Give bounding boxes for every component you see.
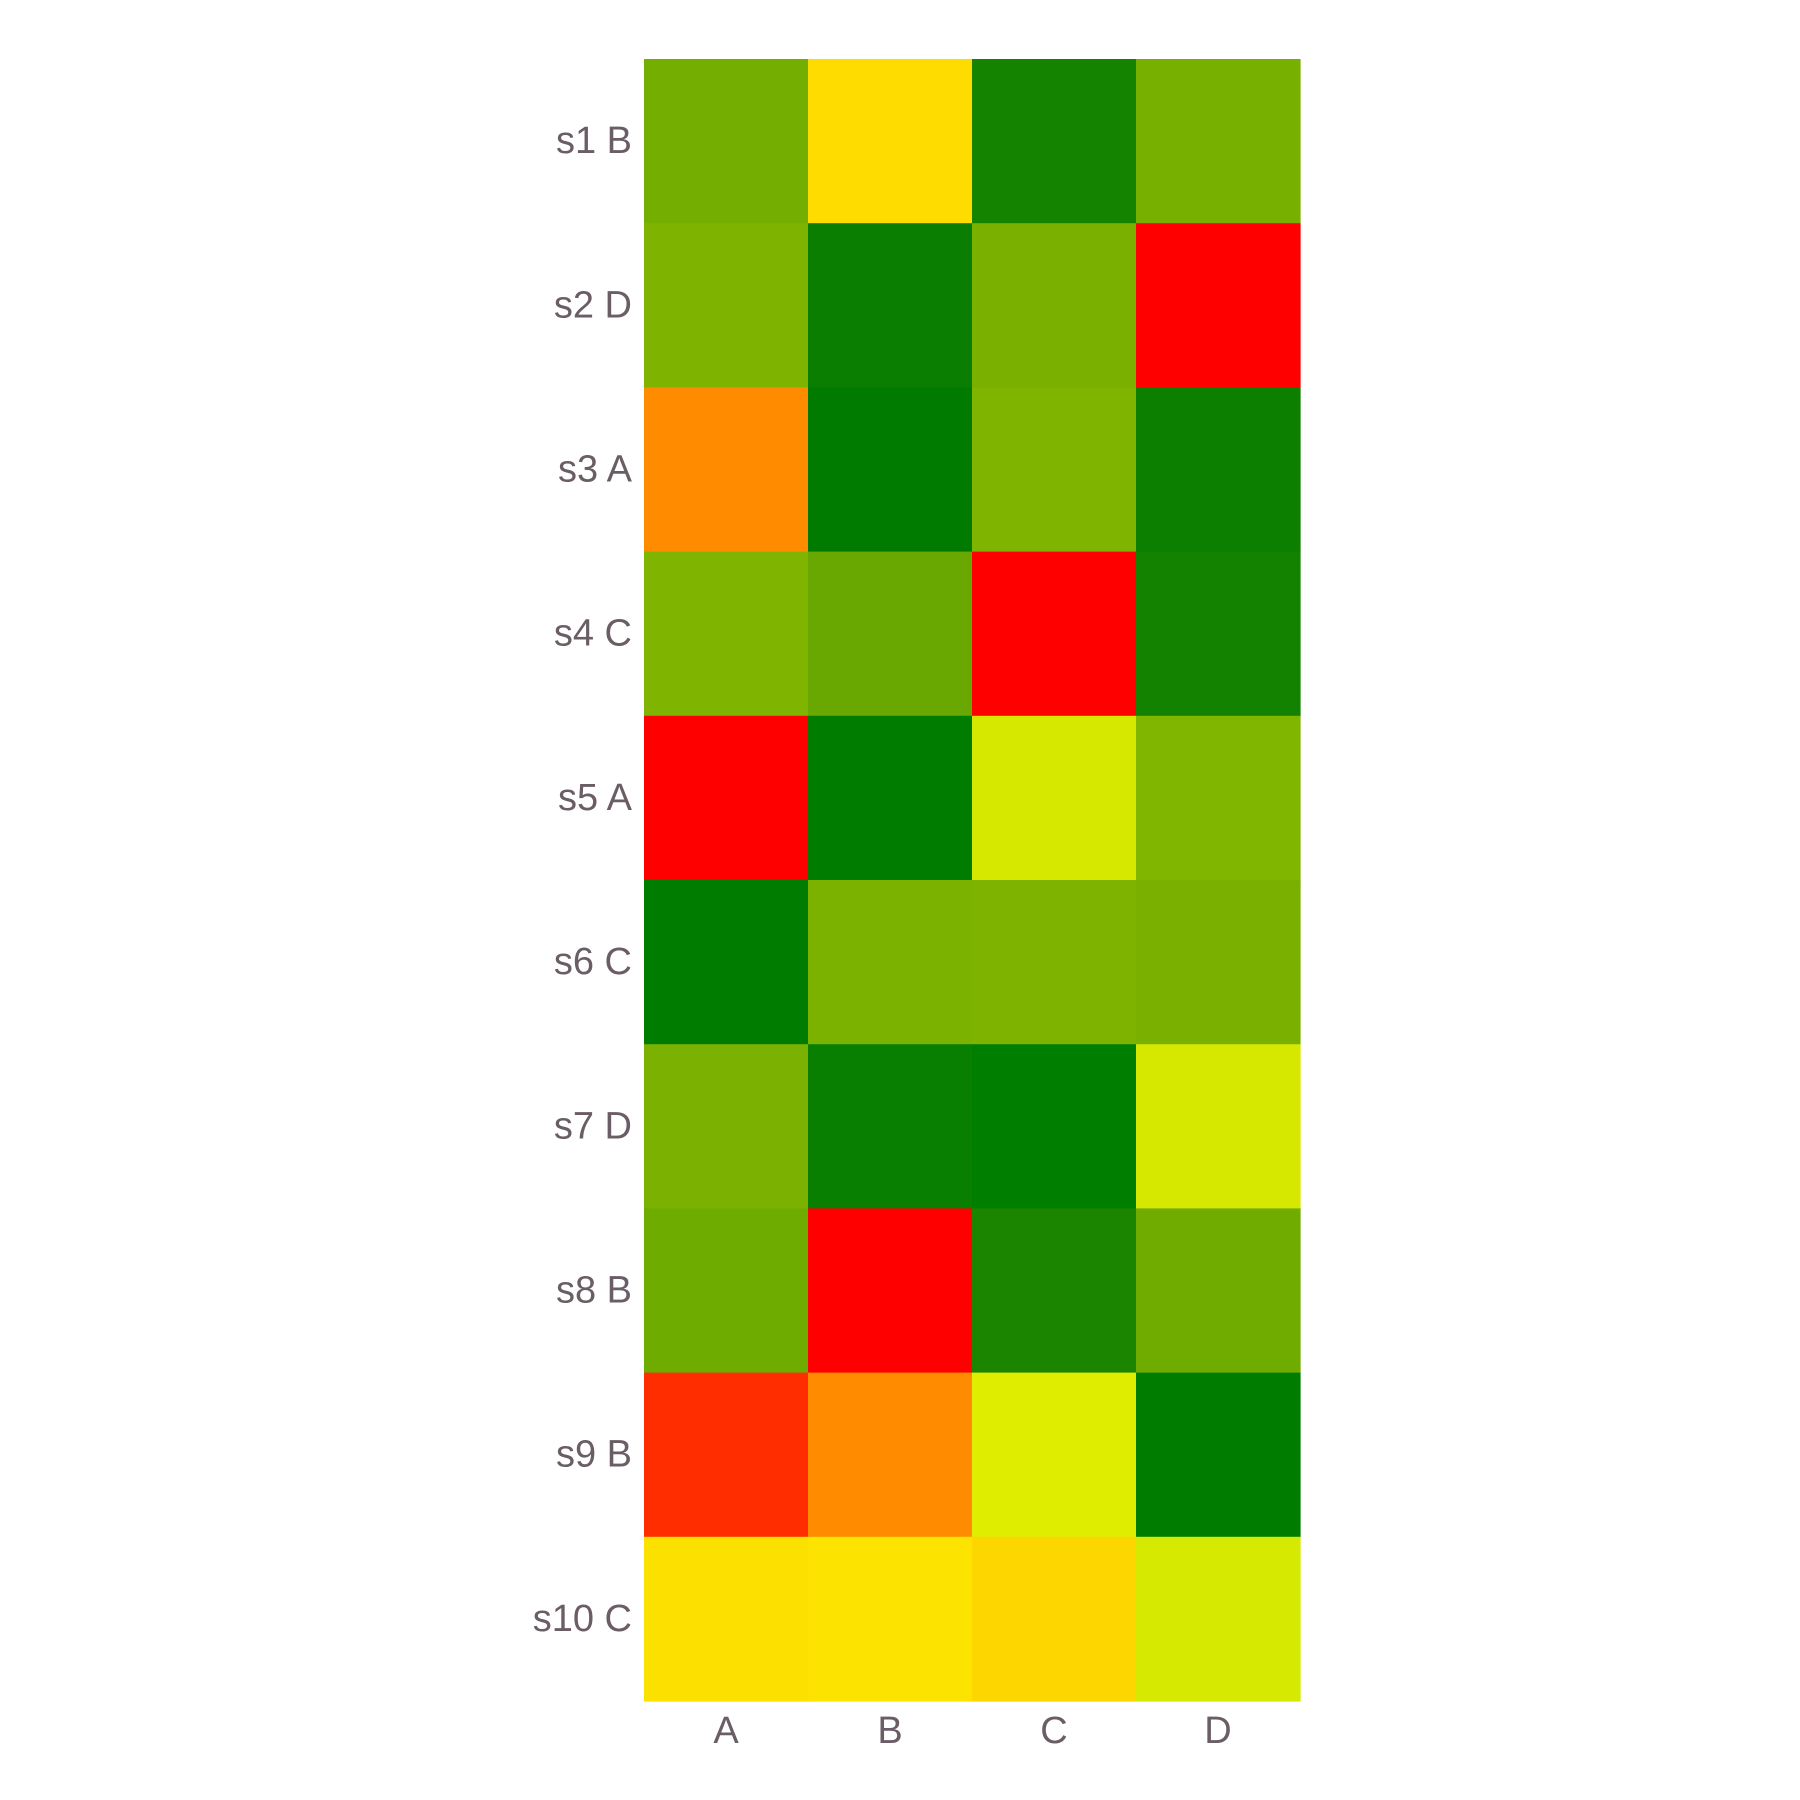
heatmap-cell-5-d: [1136, 715, 1301, 881]
heatmap-cell-5-b: [808, 715, 973, 881]
y-tick-label: s10 C: [533, 1598, 632, 1640]
heatmap-cell-8-a: [644, 1208, 809, 1374]
y-tick-label: s6 C: [554, 941, 632, 983]
heatmap-cell-4-c: [972, 551, 1137, 717]
heatmap-cell-2-c: [972, 223, 1137, 388]
heatmap-cell-5-c: [972, 715, 1137, 881]
heatmap-cell-10-a: [644, 1536, 809, 1702]
heatmap-cell-4-d: [1136, 551, 1301, 717]
heatmap-cell-2-a: [644, 223, 809, 388]
heatmap-cell-1-a: [644, 59, 809, 224]
x-tick-label: C: [1040, 1710, 1067, 1752]
heatmap-cell-7-c: [972, 1044, 1137, 1209]
heatmap-cell-7-d: [1136, 1044, 1301, 1209]
heatmap-cell-6-c: [972, 880, 1137, 1045]
x-tick-label: B: [877, 1710, 902, 1752]
heatmap-cell-6-d: [1136, 880, 1301, 1045]
y-axis-tick-labels: s1 B s2 D s3 A s4 C s5 A s6 C s7 D s8 B s9 B s10 …: [533, 120, 633, 1640]
heatmap-cells: [644, 59, 1301, 1702]
x-tick-label: A: [713, 1710, 739, 1752]
y-tick-label: s7 D: [554, 1105, 632, 1147]
heatmap-cell-5-a: [644, 715, 809, 881]
heatmap-cell-9-b: [808, 1372, 973, 1538]
heatmap-cell-1-c: [972, 59, 1137, 224]
x-tick-label: D: [1204, 1710, 1231, 1752]
heatmap-cell-7-a: [644, 1044, 809, 1209]
heatmap-cell-3-d: [1136, 387, 1301, 553]
heatmap-cell-3-b: [808, 387, 973, 553]
y-tick-label: s4 C: [554, 613, 632, 655]
heatmap-cell-8-d: [1136, 1208, 1301, 1374]
y-tick-label: s3 A: [558, 449, 633, 491]
heatmap-cell-1-b: [808, 59, 973, 224]
y-tick-label: s5 A: [558, 777, 633, 819]
heatmap-cell-8-b: [808, 1208, 973, 1374]
heatmap-cell-6-b: [808, 880, 973, 1045]
heatmap-cell-4-a: [644, 551, 809, 717]
heatmap-cell-10-b: [808, 1536, 973, 1702]
heatmap-cell-9-d: [1136, 1372, 1301, 1538]
y-tick-label: s9 B: [556, 1434, 632, 1476]
x-axis-tick-labels: A B C D: [713, 1710, 1231, 1752]
heatmap-cell-10-c: [972, 1536, 1137, 1702]
heatmap-cell-8-c: [972, 1208, 1137, 1374]
heatmap-cell-7-b: [808, 1044, 973, 1209]
heatmap-cell-2-d: [1136, 223, 1301, 388]
heatmap-cell-3-c: [972, 387, 1137, 553]
heatmap-cell-9-c: [972, 1372, 1137, 1538]
y-tick-label: s2 D: [554, 284, 632, 326]
heatmap-cell-1-d: [1136, 59, 1301, 224]
heatmap-cell-3-a: [644, 387, 809, 553]
heatmap-cell-9-a: [644, 1372, 809, 1538]
y-tick-label: s1 B: [556, 120, 632, 162]
heatmap-cell-2-b: [808, 223, 973, 388]
y-tick-label: s8 B: [556, 1270, 632, 1312]
heatmap-cell-6-a: [644, 880, 809, 1045]
heatmap-cell-10-d: [1136, 1536, 1301, 1702]
heatmap-cell-4-b: [808, 551, 973, 717]
